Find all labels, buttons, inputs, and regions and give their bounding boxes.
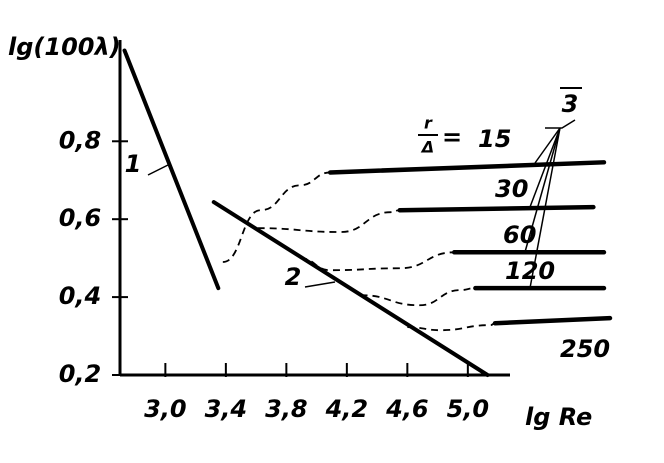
- curve-label: 60: [503, 221, 536, 249]
- group-arrow: [529, 127, 561, 208]
- transition-curve: [257, 209, 400, 233]
- x-tick-label: 4,6: [385, 395, 429, 423]
- y-axis-label: lg(100λ): [8, 33, 121, 61]
- ratio-numerator: r: [424, 114, 433, 133]
- y-tick-label: 0,8: [59, 126, 102, 154]
- rough-line: [327, 160, 607, 175]
- rough-line: [397, 204, 596, 213]
- curve-label: 120: [505, 257, 555, 285]
- x-tick-label: 5,0: [447, 395, 490, 423]
- group-leader: [545, 119, 576, 129]
- leader-line: [304, 281, 336, 288]
- x-tick-label: 3,8: [265, 395, 308, 423]
- group-arrow: [534, 127, 561, 164]
- y-tick-label: 0,6: [59, 204, 102, 232]
- ratio-equals: =: [442, 123, 462, 151]
- group-arrow: [529, 127, 561, 289]
- series-line: [211, 200, 490, 377]
- transition-curve: [360, 287, 476, 307]
- transition-curve: [299, 251, 455, 272]
- series-label: 2: [285, 263, 302, 291]
- leader-line: [147, 164, 169, 176]
- x-axis-label: lg Re: [525, 403, 592, 431]
- group-arrow: [524, 127, 561, 253]
- x-tick-label: 4,2: [325, 395, 369, 423]
- y-tick-label: 0,4: [59, 282, 102, 310]
- series-line: [122, 48, 221, 291]
- curve-label: 15: [478, 125, 511, 153]
- ratio-denominator: Δ: [420, 138, 434, 157]
- curve-label: 250: [560, 335, 610, 363]
- transition-curve: [407, 322, 496, 332]
- x-tick-label: 3,4: [205, 395, 248, 423]
- curve-label: 30: [495, 175, 528, 203]
- x-tick-label: 3,0: [144, 395, 187, 423]
- rough-line: [492, 315, 613, 326]
- transition-curve: [222, 171, 331, 263]
- group-label: 3: [562, 90, 579, 118]
- series-label: 1: [125, 150, 142, 178]
- y-tick-label: 0,2: [59, 360, 102, 388]
